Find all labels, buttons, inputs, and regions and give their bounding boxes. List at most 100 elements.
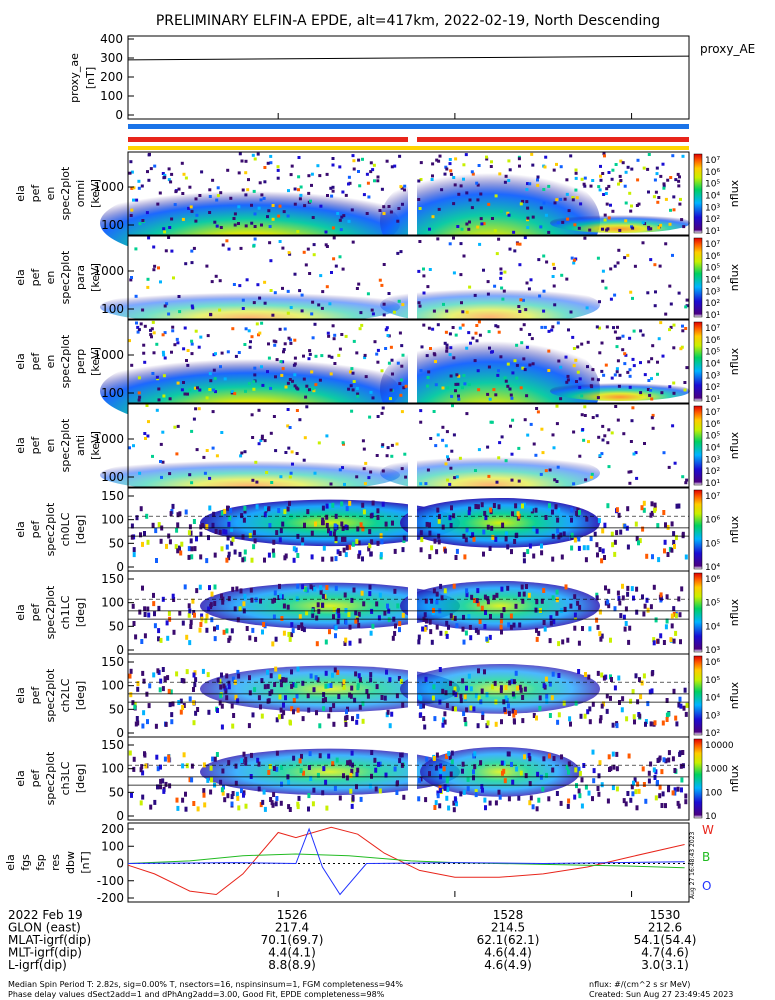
flux-pixel	[374, 786, 378, 792]
flux-pixel	[342, 679, 346, 685]
flux-pixel	[595, 592, 599, 598]
flux-pixel	[420, 537, 424, 543]
flux-pixel	[347, 175, 351, 179]
flux-pixel	[518, 310, 522, 313]
flux-pixel	[394, 623, 397, 629]
flux-pixel	[161, 778, 165, 784]
flux-pixel	[452, 513, 456, 519]
flux-pixel	[305, 610, 309, 616]
flux-pixel	[351, 371, 355, 375]
flux-pixel	[130, 186, 134, 190]
flux-pixel	[444, 330, 448, 334]
flux-pixel	[245, 626, 249, 631]
flux-pixel	[343, 592, 347, 598]
flux-pixel	[548, 638, 552, 644]
colorbar-label: nflux	[728, 263, 741, 291]
flux-pixel	[436, 790, 440, 796]
flux-pixel	[620, 707, 624, 713]
flux-pixel	[511, 779, 515, 785]
flux-pixel	[487, 474, 491, 478]
flux-pixel	[461, 310, 465, 314]
flux-pixel	[652, 637, 656, 643]
flux-pixel	[404, 475, 408, 479]
flux-pixel	[495, 252, 499, 256]
flux-pixel	[337, 694, 341, 699]
flux-pixel	[190, 209, 194, 213]
flux-pixel	[587, 674, 591, 680]
y-axis-label: spec2plot	[59, 418, 72, 472]
flux-pixel	[386, 603, 389, 609]
colorbar-tick-label: 10³	[705, 371, 720, 381]
flux-pixel	[157, 398, 161, 402]
flux-pixel	[491, 684, 494, 690]
flux-pixel	[226, 535, 230, 541]
flux-pixel	[441, 438, 445, 442]
flux-pixel	[447, 624, 450, 630]
colorbar-label: nflux	[728, 681, 741, 709]
flux-pixel	[332, 531, 336, 537]
flux-pixel	[334, 633, 337, 639]
flux-pixel	[321, 593, 325, 599]
flux-pixel	[289, 338, 292, 342]
flux-pixel	[134, 294, 138, 298]
flux-pixel	[657, 557, 661, 563]
flux-pixel	[325, 285, 329, 289]
flux-pixel	[152, 351, 156, 355]
flux-pixel	[662, 182, 666, 186]
flux-pixel	[219, 191, 223, 195]
flux-pixel	[214, 390, 217, 394]
flux-pixel	[519, 770, 523, 776]
flux-pixel	[598, 547, 602, 552]
flux-pixel	[671, 756, 675, 762]
flux-pixel	[223, 508, 227, 514]
flux-pixel	[330, 271, 333, 274]
colorbar-tick-label: 10¹	[705, 227, 720, 237]
flux-pixel	[525, 200, 529, 204]
flux-pixel	[223, 377, 227, 381]
y-axis-label: en	[44, 187, 57, 201]
flux-pixel	[143, 360, 147, 364]
flux-pixel	[185, 359, 188, 362]
flux-pixel	[589, 475, 593, 479]
flux-pixel	[225, 544, 229, 550]
flux-pixel	[232, 217, 236, 220]
flux-pixel	[369, 470, 373, 474]
flux-pixel	[641, 241, 645, 245]
flux-pixel	[553, 303, 557, 307]
flux-pixel	[586, 365, 589, 369]
flux-pixel	[401, 353, 405, 357]
flux-pixel	[365, 212, 369, 215]
y-tick-label: 50	[109, 785, 124, 799]
flux-pixel	[139, 322, 143, 326]
flux-pixel	[573, 594, 577, 600]
flux-pixel	[672, 195, 676, 199]
flux-pixel	[176, 805, 180, 811]
flux-pixel	[538, 695, 542, 701]
flux-pixel	[462, 614, 465, 620]
flux-pixel	[653, 502, 657, 508]
flux-pixel	[639, 392, 643, 396]
flux-pixel	[428, 268, 432, 271]
flux-pixel	[216, 624, 219, 630]
flux-pixel	[449, 523, 453, 528]
panel-frame	[127, 403, 690, 488]
flux-pixel	[347, 387, 351, 391]
flux-pixel	[474, 504, 478, 509]
flux-pixel	[218, 308, 222, 312]
flux-pixel	[654, 617, 658, 623]
flux-pixel	[593, 531, 597, 537]
flux-pixel	[310, 172, 314, 176]
flux-pixel	[672, 688, 676, 694]
flux-pixel	[561, 639, 565, 645]
flux-pixel	[248, 345, 252, 349]
flux-pixel	[365, 689, 369, 694]
flux-pixel	[135, 198, 139, 202]
flux-pixel	[465, 412, 469, 416]
flux-pixel	[327, 528, 330, 534]
flux-pixel	[181, 705, 185, 710]
flux-pixel	[490, 525, 494, 531]
flux-pixel	[486, 596, 490, 602]
flux-pixel	[356, 767, 360, 773]
flux-pixel	[321, 517, 325, 523]
flux-pixel	[672, 323, 676, 327]
